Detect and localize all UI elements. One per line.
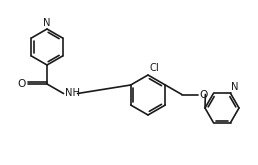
Text: N: N [43, 17, 51, 28]
Text: NH: NH [64, 88, 79, 99]
Text: O: O [199, 89, 208, 99]
Text: Cl: Cl [150, 63, 160, 73]
Text: N: N [231, 82, 239, 92]
Text: O: O [18, 79, 26, 89]
